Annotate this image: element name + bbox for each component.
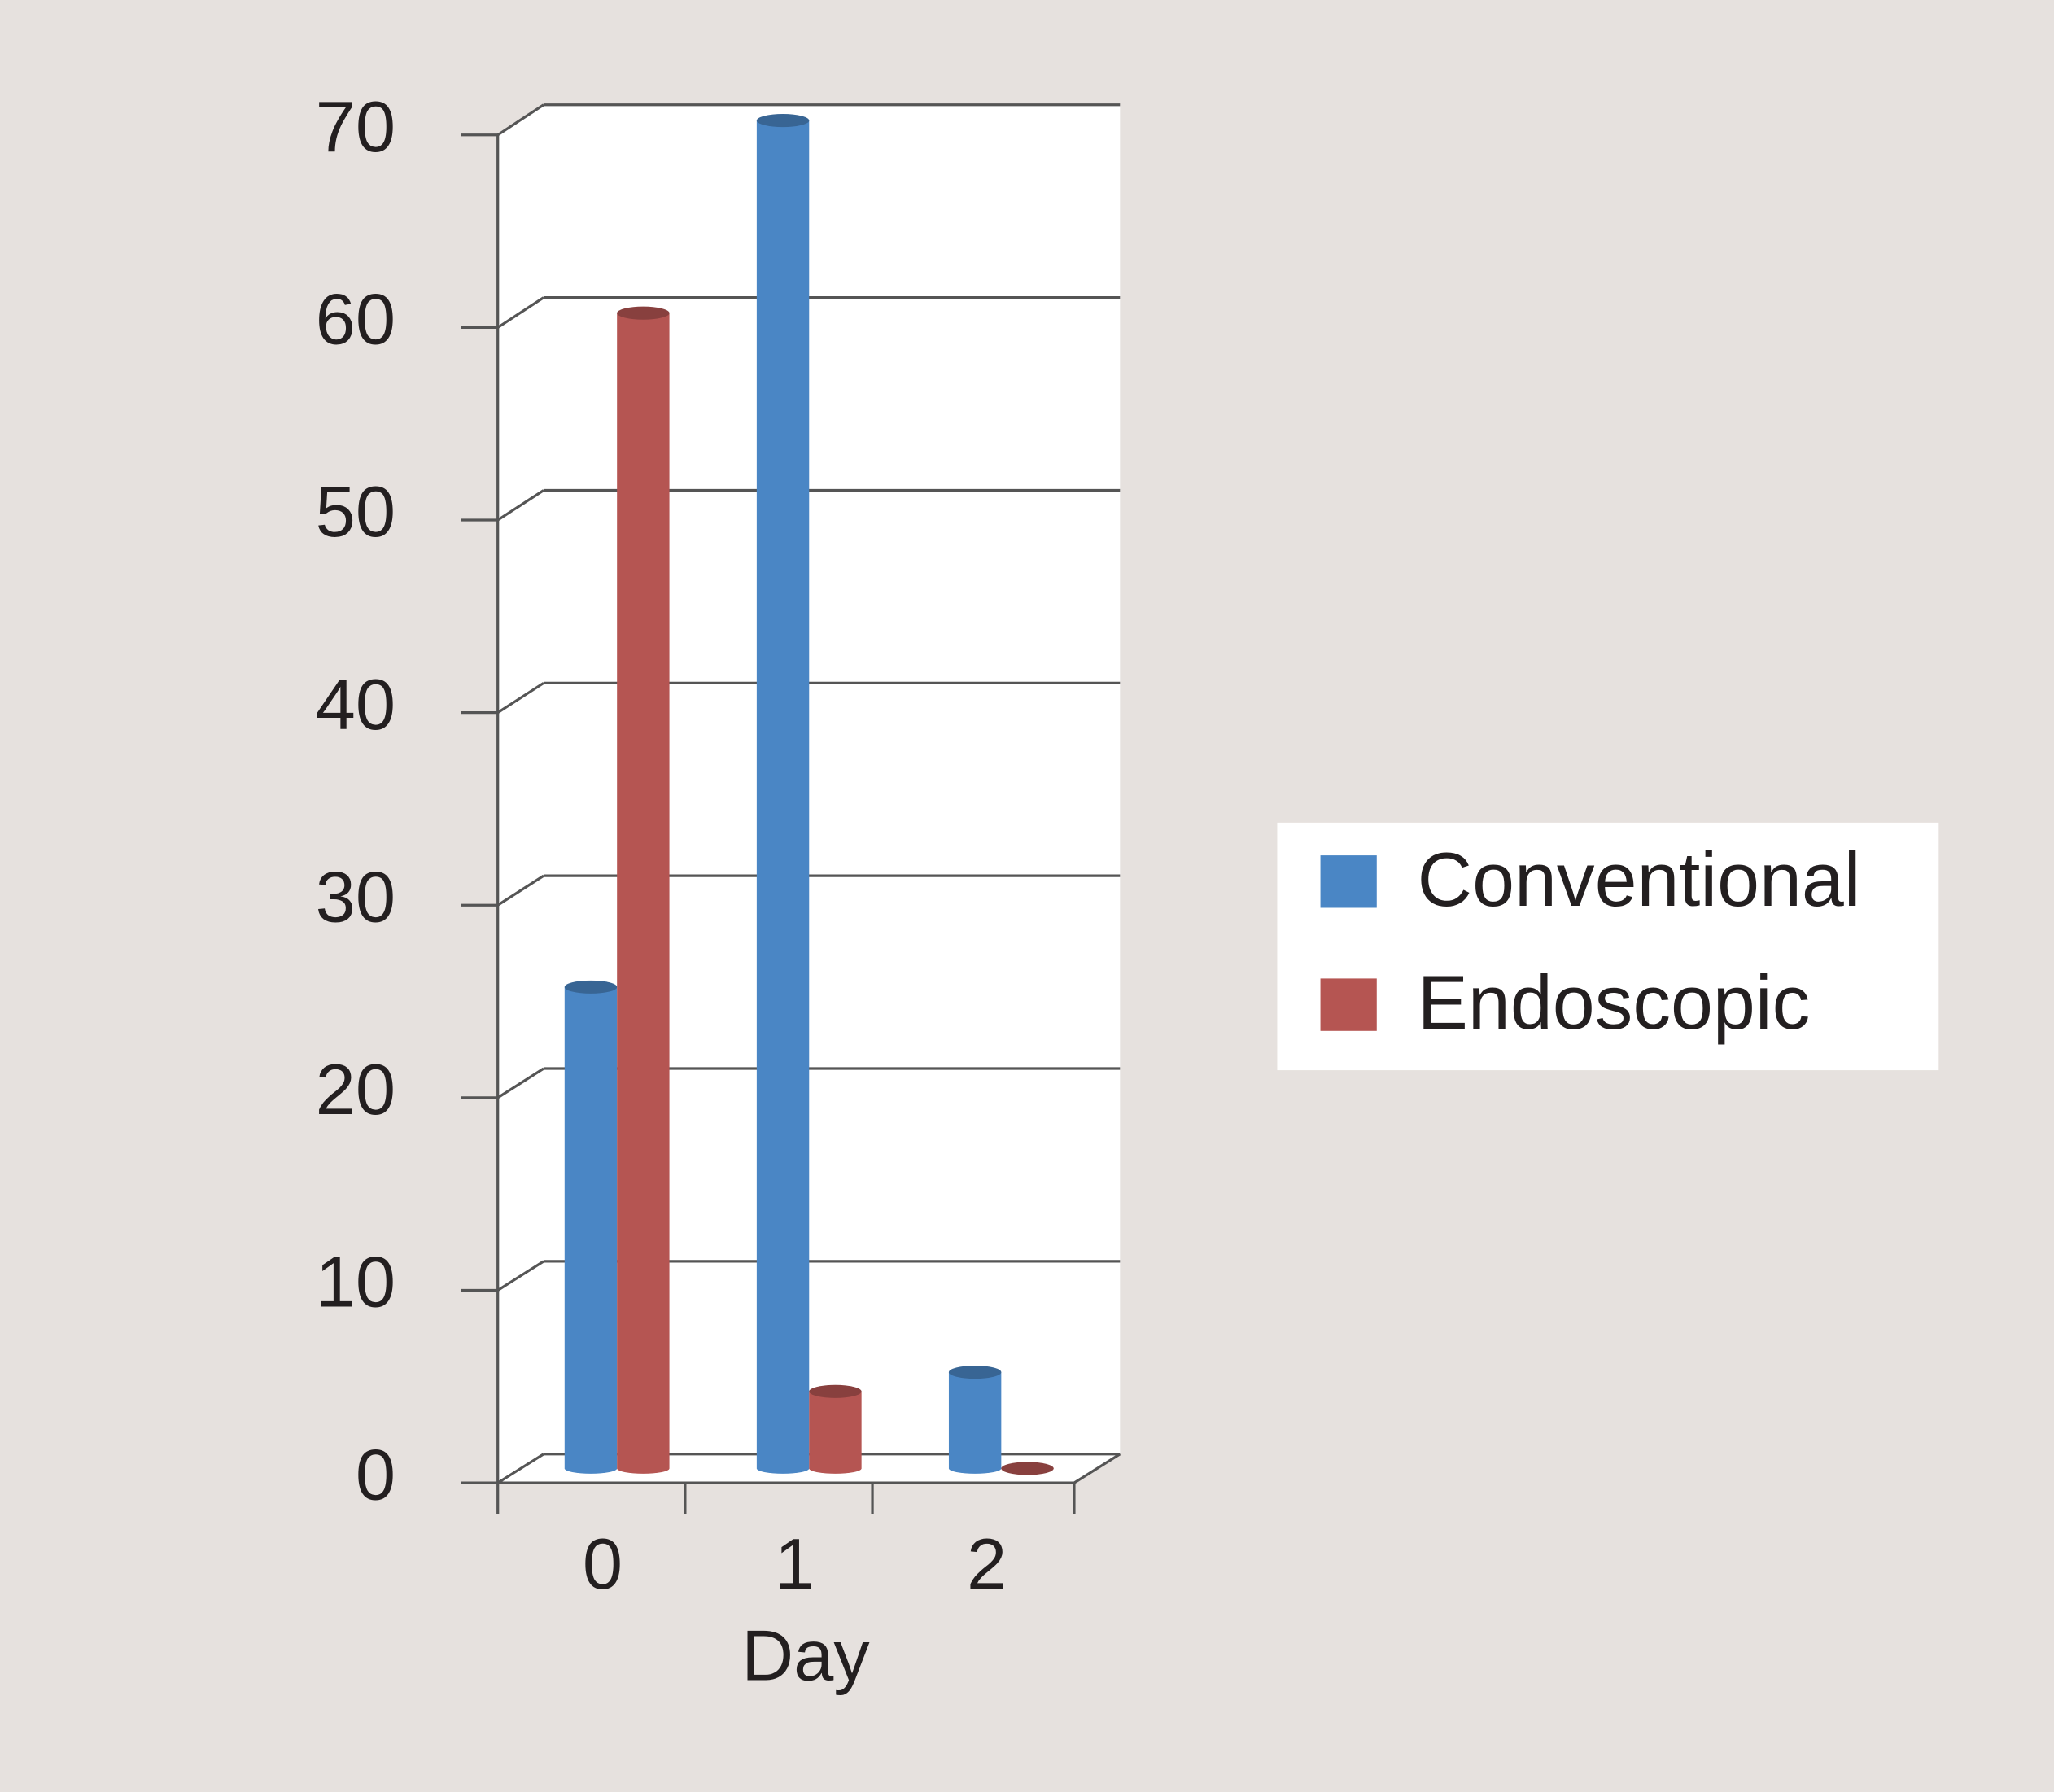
bar-cap — [564, 980, 618, 994]
grid-line — [496, 489, 544, 522]
bar-cap — [617, 306, 670, 320]
y-tick-label: 60 — [316, 279, 396, 360]
grid-line — [496, 103, 544, 137]
bar-cap — [948, 1366, 1002, 1379]
legend-box — [1277, 822, 1939, 1071]
grid-line — [496, 874, 544, 907]
bar — [948, 1372, 1002, 1469]
grid-line — [496, 296, 544, 329]
bar-cap — [1001, 1462, 1054, 1475]
y-tick-label: 40 — [316, 664, 396, 745]
bar-cap — [756, 114, 810, 128]
legend-label: Conventional — [1418, 837, 1861, 922]
y-tick-label: 30 — [316, 856, 396, 937]
y-tick-label: 50 — [316, 471, 396, 552]
bar-cap — [809, 1384, 862, 1398]
y-tick-label: 10 — [316, 1242, 396, 1322]
grid-line — [496, 1453, 544, 1484]
bar — [617, 313, 670, 1469]
legend-label: Endoscopic — [1418, 959, 1811, 1045]
legend-swatch — [1320, 855, 1377, 908]
legend-swatch — [1320, 978, 1377, 1031]
y-tick-label: 70 — [316, 86, 396, 167]
bar — [756, 120, 810, 1469]
grid-line — [496, 681, 544, 715]
x-tick-label: 2 — [967, 1523, 1007, 1604]
x-separators — [496, 1483, 1076, 1514]
floor-edge — [1073, 1453, 1121, 1484]
y-tick-label: 20 — [316, 1049, 396, 1130]
grid-line — [496, 1260, 544, 1292]
x-tick-label: 1 — [775, 1523, 815, 1604]
grid-line — [496, 1067, 544, 1099]
x-tick-label: 0 — [583, 1523, 623, 1604]
bar — [809, 1391, 862, 1469]
x-axis-title: Day — [741, 1615, 870, 1695]
y-tick-label: 0 — [356, 1434, 396, 1514]
bar — [564, 986, 618, 1469]
